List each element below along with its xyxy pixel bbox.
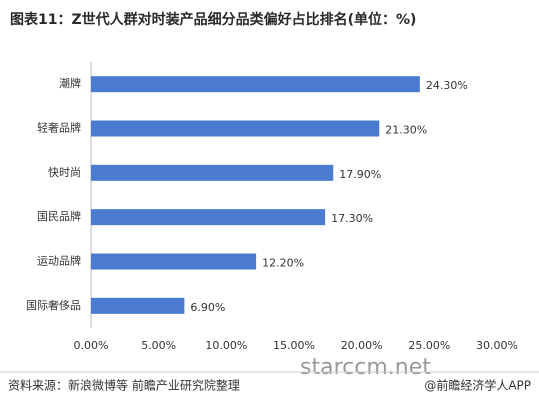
y-tick-label: 快时尚 <box>48 165 81 179</box>
y-tick-label: 运动品牌 <box>37 254 81 268</box>
source: 资料来源：新浪微博等 前瞻产业研究院整理 <box>8 378 240 393</box>
y-tick-label: 国际奢侈品 <box>26 298 81 312</box>
x-tick-label: 5.00% <box>141 339 176 352</box>
bar <box>91 209 326 226</box>
value-label: 24.30% <box>426 79 468 92</box>
bar <box>91 164 334 181</box>
x-tick-label: 25.00% <box>408 339 450 352</box>
x-tick-label: 10.00% <box>205 339 247 352</box>
y-tick-label: 轻奢品牌 <box>37 121 81 135</box>
y-tick-label: 国民品牌 <box>37 209 81 223</box>
watermark: starccm.net <box>300 355 431 380</box>
bar <box>91 76 420 93</box>
bar <box>91 253 257 270</box>
value-label: 17.30% <box>331 212 373 225</box>
value-label: 17.90% <box>339 168 381 181</box>
x-tick-label: 15.00% <box>273 339 315 352</box>
bar <box>91 297 185 314</box>
bar <box>91 120 380 137</box>
x-tick-label: 30.00% <box>476 339 518 352</box>
x-tick-label: 0.00% <box>74 339 109 352</box>
value-label: 21.30% <box>385 124 427 137</box>
value-label: 12.20% <box>262 257 304 270</box>
chart-title: 图表11：Z世代人群对时装产品细分品类偏好占比排名(单位：%) <box>10 11 416 28</box>
value-label: 6.90% <box>190 301 225 314</box>
y-tick-label: 潮牌 <box>59 76 81 90</box>
credit: @前瞻经济学人APP <box>424 378 531 393</box>
x-tick-label: 20.00% <box>341 339 383 352</box>
